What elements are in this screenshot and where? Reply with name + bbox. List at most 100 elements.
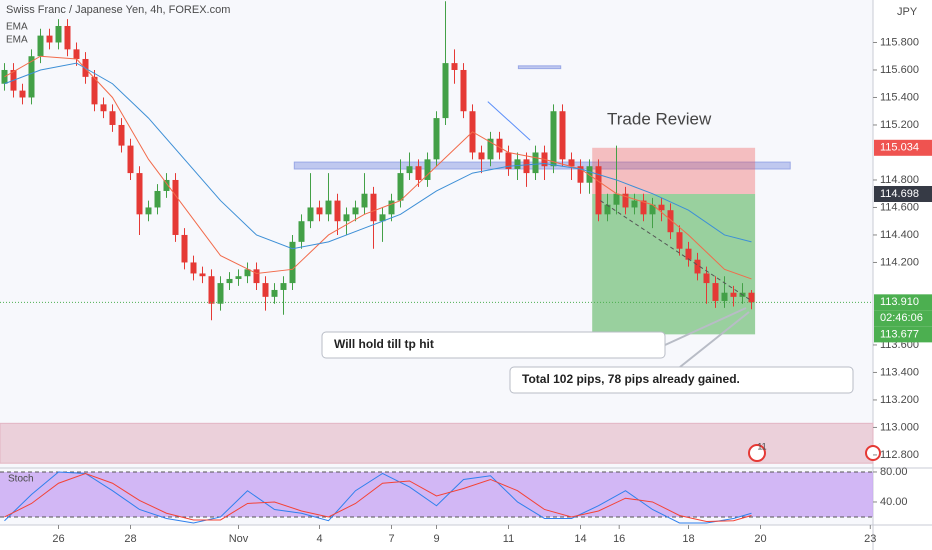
x-tick-label: 23: [864, 533, 876, 545]
candle-body: [478, 152, 485, 160]
candle-body: [307, 207, 314, 222]
x-tick-label: 16: [613, 533, 625, 545]
candle-body: [298, 221, 305, 242]
drawn-zone: [0, 422, 874, 464]
candle-body: [352, 207, 359, 215]
y-tick-label: 114.600: [880, 201, 919, 213]
stop-zone: [592, 147, 756, 194]
ema-legend: EMA: [6, 22, 28, 33]
candle-body: [748, 292, 755, 303]
candle-body: [640, 200, 647, 215]
y-tick-label: 114.800: [880, 174, 919, 186]
drawn-zone: [517, 65, 562, 70]
candle-body: [370, 193, 377, 222]
candle-body: [622, 193, 629, 208]
last-price-label: 113.910: [880, 296, 919, 308]
candle-body: [253, 269, 260, 284]
candle-body: [73, 49, 80, 59]
candle-body: [406, 166, 413, 174]
y-tick-label: 115.200: [880, 119, 919, 131]
plot: Trade Review Will hold till tp hit Total 1…: [0, 1, 881, 524]
candle-body: [415, 166, 422, 180]
candle-body: [343, 214, 350, 222]
x-tick-label: 14: [574, 533, 586, 545]
candle-body: [55, 25, 62, 43]
candle-body: [703, 273, 710, 284]
candle-body: [496, 138, 503, 153]
x-tick-label: 7: [388, 533, 394, 545]
candle-body: [595, 166, 602, 215]
candle-body: [136, 173, 143, 215]
stoch-line: [4, 471, 752, 524]
y-tick-label: 114.200: [880, 256, 919, 268]
callout-box: [509, 366, 854, 394]
candle-body: [550, 111, 557, 167]
candle-body: [613, 193, 620, 205]
entry-price-label: 114.698: [880, 188, 919, 200]
candle-body: [514, 159, 521, 169]
candle-body: [676, 232, 683, 249]
candle-body: [217, 283, 224, 304]
candle-body: [433, 118, 440, 160]
candle-body: [532, 152, 539, 174]
candle-body: [1, 69, 8, 84]
candle-body: [46, 35, 53, 43]
target-zone: [592, 193, 756, 335]
candle-body: [568, 159, 575, 167]
candle-body: [712, 283, 719, 301]
candle-body: [451, 63, 458, 70]
candle-body: [559, 111, 566, 160]
candle-body: [316, 207, 323, 215]
candle-body: [118, 124, 125, 146]
candle-body: [91, 76, 98, 105]
y-tick-label: 115.600: [880, 64, 919, 76]
callout-text: Will hold till tp hit: [334, 337, 434, 351]
stoch-line: [4, 472, 752, 522]
candle-body: [262, 283, 269, 297]
candle-body: [361, 193, 368, 208]
candle-body: [397, 173, 404, 201]
x-tick-label: 9: [433, 533, 439, 545]
candle-body: [271, 289, 278, 297]
stoch-tick-label: 40.00: [880, 496, 908, 508]
x-tick-label: 26: [52, 533, 64, 545]
ema-line: [4, 62, 752, 250]
x-tick-label: 4: [316, 533, 322, 545]
candle-body: [424, 159, 431, 180]
candle-body: [334, 200, 341, 222]
candle-body: [577, 166, 584, 183]
price-axis: [873, 0, 932, 550]
y-tick-label: 113.000: [880, 421, 919, 433]
candle-body: [505, 152, 512, 169]
candle-body: [208, 276, 215, 304]
candle-body: [109, 111, 116, 125]
chart-title: Swiss Franc / Japanese Yen, 4h, FOREX.co…: [6, 4, 230, 16]
candle-body: [289, 241, 296, 284]
candle-body: [604, 204, 611, 215]
candle-body: [190, 262, 197, 274]
countdown: 02:46:06: [880, 312, 923, 324]
last-price-label-bg: [874, 294, 932, 311]
y-tick-label: 114.400: [880, 229, 919, 241]
candle-body: [667, 210, 674, 233]
candle-body: [100, 104, 107, 112]
x-tick-label: 28: [124, 533, 136, 545]
trend-line: [487, 101, 531, 141]
y-tick-label: 112.800: [880, 449, 919, 461]
event-badge-text: 11: [757, 441, 766, 451]
callout-text: Total 102 pips, 78 pips already gained.: [522, 372, 740, 386]
candle-body: [523, 159, 530, 174]
candle-body: [37, 35, 44, 57]
candle-body: [19, 90, 26, 98]
x-tick-label: Nov: [229, 533, 249, 545]
callout-pointer: [679, 311, 750, 368]
stoch-band: [0, 471, 873, 517]
candle-body: [64, 25, 71, 50]
candle-body: [586, 166, 593, 183]
candle-body: [127, 145, 134, 174]
event-badge: [865, 445, 881, 461]
stoch-tick-label: 80.00: [880, 466, 908, 478]
ema-legend: EMA: [6, 35, 28, 46]
currency-label: JPY: [897, 6, 918, 18]
candle-body: [442, 63, 449, 119]
